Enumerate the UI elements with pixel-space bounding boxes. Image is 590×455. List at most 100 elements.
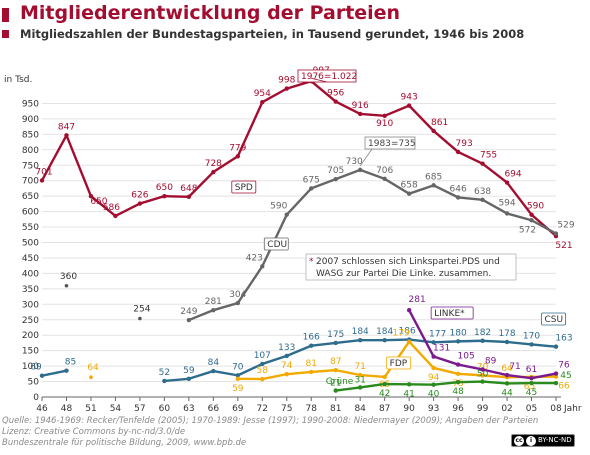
data-point bbox=[309, 343, 314, 348]
data-label: 45 bbox=[526, 388, 537, 398]
data-point bbox=[186, 194, 192, 199]
y-tick-label: 700 bbox=[22, 177, 39, 187]
data-label: 59 bbox=[183, 366, 195, 376]
y-axis-label: in Tsd. bbox=[4, 75, 32, 85]
data-point bbox=[529, 342, 534, 347]
data-point bbox=[357, 385, 363, 390]
data-label: 249 bbox=[180, 307, 197, 317]
data-label: 81 bbox=[306, 359, 317, 369]
chart-title: Mitgliederentwicklung der Parteien bbox=[20, 2, 401, 24]
data-point bbox=[64, 133, 69, 138]
cc-license-badge[interactable]: cc i BY-NC-ND bbox=[511, 434, 575, 447]
data-point bbox=[382, 374, 387, 380]
data-label: 59 bbox=[232, 384, 244, 394]
x-axis-label: Jahr bbox=[563, 404, 582, 414]
x-tick-label: 99 bbox=[477, 404, 489, 414]
data-label: 40 bbox=[428, 390, 440, 400]
data-point bbox=[357, 167, 363, 173]
data-label: 175 bbox=[327, 330, 344, 340]
data-point bbox=[260, 264, 265, 269]
data-point bbox=[431, 183, 436, 188]
data-point bbox=[309, 186, 314, 191]
y-tick-label: 500 bbox=[22, 239, 39, 249]
isolated-point-label: 64 bbox=[87, 363, 99, 373]
data-point bbox=[333, 99, 338, 104]
data-label: 69 bbox=[30, 363, 42, 373]
data-label: 76 bbox=[558, 361, 570, 371]
data-label: 71 bbox=[509, 362, 520, 372]
data-point bbox=[357, 372, 363, 378]
data-label: 705 bbox=[327, 166, 344, 176]
data-label: 728 bbox=[205, 159, 222, 169]
x-tick-label: 75 bbox=[281, 404, 292, 414]
series-line bbox=[188, 168, 557, 322]
data-point bbox=[88, 193, 94, 199]
data-point bbox=[455, 379, 461, 385]
data-label: 70 bbox=[232, 362, 244, 372]
data-point bbox=[235, 376, 241, 381]
data-point bbox=[284, 371, 289, 377]
data-label: 626 bbox=[131, 191, 148, 201]
data-label: 180 bbox=[450, 328, 467, 338]
annotation-box bbox=[364, 136, 416, 150]
data-label: 650 bbox=[156, 183, 173, 193]
x-tick-label: 66 bbox=[208, 404, 220, 414]
data-point bbox=[333, 367, 338, 373]
x-tick-label: 69 bbox=[232, 404, 244, 414]
data-point bbox=[455, 149, 461, 155]
y-tick-label: 950 bbox=[22, 99, 39, 109]
data-label: 755 bbox=[480, 151, 497, 161]
data-label: 650 bbox=[90, 197, 107, 207]
data-label: 170 bbox=[523, 331, 540, 341]
data-point bbox=[480, 338, 485, 343]
data-label: 74 bbox=[281, 361, 293, 371]
data-point bbox=[309, 369, 314, 375]
data-point bbox=[333, 340, 338, 346]
data-label: 52 bbox=[159, 368, 170, 378]
y-tick-label: 850 bbox=[22, 130, 39, 140]
x-tick-label: 84 bbox=[354, 404, 366, 414]
isolated-point bbox=[64, 283, 69, 288]
data-point bbox=[480, 367, 485, 372]
series-name-box bbox=[263, 237, 289, 251]
series-fdp bbox=[235, 339, 559, 382]
data-label: 184 bbox=[376, 327, 393, 337]
data-label: 590 bbox=[527, 202, 544, 212]
data-point bbox=[406, 103, 412, 108]
data-label: 21 bbox=[330, 379, 341, 389]
data-label: 178 bbox=[498, 329, 515, 339]
annotation-leader bbox=[311, 77, 328, 83]
x-tick-label: 63 bbox=[183, 404, 194, 414]
y-tick-label: 550 bbox=[22, 223, 39, 233]
data-point bbox=[431, 365, 436, 371]
x-tick-label: 54 bbox=[110, 404, 122, 414]
series-name-box bbox=[541, 312, 566, 326]
data-label: 85 bbox=[65, 358, 76, 368]
data-label: 44 bbox=[501, 388, 513, 398]
data-point bbox=[39, 373, 45, 378]
x-tick-label: 02 bbox=[501, 404, 512, 414]
isolated-point-label: 254 bbox=[133, 305, 150, 315]
data-point bbox=[553, 380, 559, 386]
data-label: 41 bbox=[403, 389, 414, 399]
data-label: 89 bbox=[485, 356, 497, 366]
series-grne bbox=[333, 379, 559, 393]
annotation-spd-peak: 1976=1.022 bbox=[301, 72, 357, 82]
data-point bbox=[455, 362, 461, 367]
data-label: 304 bbox=[229, 290, 246, 300]
annotation-cdu-peak: 1983=735 bbox=[368, 139, 416, 149]
y-tick-label: 300 bbox=[22, 300, 39, 310]
data-point bbox=[406, 307, 412, 313]
data-point bbox=[260, 376, 265, 382]
data-label: 94 bbox=[428, 373, 440, 383]
data-point bbox=[211, 169, 216, 175]
data-label: 658 bbox=[401, 181, 418, 191]
data-label: 105 bbox=[458, 352, 475, 362]
data-label: 572 bbox=[519, 225, 536, 235]
data-point bbox=[431, 340, 436, 345]
data-point bbox=[284, 86, 289, 91]
data-point bbox=[186, 317, 192, 323]
series-line bbox=[40, 80, 557, 237]
data-point bbox=[406, 382, 412, 387]
data-label: 730 bbox=[346, 157, 363, 167]
